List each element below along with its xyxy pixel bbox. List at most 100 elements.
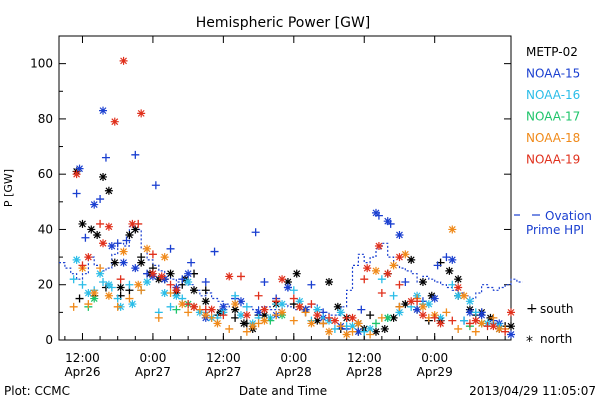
metp-02-north-point bbox=[333, 302, 342, 311]
noaa-15-south-point bbox=[81, 233, 90, 242]
noaa-16-north-point bbox=[72, 255, 81, 264]
noaa-18-north-point bbox=[448, 225, 457, 234]
noaa-19-north-point bbox=[190, 302, 199, 311]
metp-02-south-point bbox=[366, 311, 375, 320]
noaa-18-north-point bbox=[495, 324, 504, 333]
noaa-16-north-point bbox=[366, 324, 375, 333]
footer-timestamp: 2013/04/29 11:05:07 bbox=[469, 384, 596, 398]
noaa-15-south-point bbox=[166, 244, 175, 253]
noaa-15-north-point bbox=[448, 255, 457, 264]
noaa-19-north-point bbox=[137, 109, 146, 118]
noaa-18-north-point bbox=[278, 308, 287, 317]
noaa-19-north-point bbox=[110, 117, 119, 126]
noaa-19-north-point bbox=[407, 297, 416, 306]
footer-plot-source: Plot: CCMC bbox=[4, 384, 70, 398]
noaa-15-south-point bbox=[101, 153, 110, 162]
noaa-19-north-point bbox=[104, 222, 113, 231]
metp-02-north-point bbox=[87, 225, 96, 234]
noaa-19-north-point bbox=[348, 313, 357, 322]
metp-02-north-point bbox=[445, 266, 454, 275]
x-tick-label-time: 0:00 bbox=[421, 351, 448, 365]
metp-02-north-point bbox=[78, 219, 87, 228]
noaa-19-north-point bbox=[454, 283, 463, 292]
metp-02-south-point bbox=[201, 286, 210, 295]
noaa-19-north-point bbox=[225, 272, 234, 281]
noaa-19-south-point bbox=[219, 311, 228, 320]
noaa-18-north-point bbox=[213, 319, 222, 328]
noaa-16-north-point bbox=[160, 289, 169, 298]
noaa-19-south-point bbox=[272, 297, 281, 306]
noaa-19-south-point bbox=[166, 280, 175, 289]
noaa-18-south-point bbox=[336, 322, 345, 331]
x-tick-label-time: 0:00 bbox=[139, 351, 166, 365]
noaa-16-north-point bbox=[395, 308, 404, 317]
noaa-19-north-point bbox=[148, 269, 157, 278]
legend-entry-metp-02: METP-02 bbox=[526, 45, 578, 59]
noaa-16-north-point bbox=[143, 277, 152, 286]
noaa-16-north-point bbox=[184, 277, 193, 286]
x-tick-label-date: Apr29 bbox=[417, 365, 453, 379]
noaa-16-south-point bbox=[125, 280, 134, 289]
noaa-18-north-point bbox=[143, 244, 152, 253]
noaa-19-north-point bbox=[172, 286, 181, 295]
noaa-18-north-point bbox=[90, 289, 99, 298]
legend-ovation-label-2: Prime HPI bbox=[526, 223, 584, 237]
metp-02-north-point bbox=[104, 186, 113, 195]
noaa-15-south-point bbox=[307, 280, 316, 289]
noaa-16-north-point bbox=[436, 313, 445, 322]
noaa-18-south-point bbox=[489, 313, 498, 322]
noaa-19-north-point bbox=[436, 319, 445, 328]
noaa-15-north-point bbox=[413, 305, 422, 314]
metp-02-north-point bbox=[166, 269, 175, 278]
noaa-18-south-point bbox=[454, 324, 463, 333]
noaa-15-north-point bbox=[383, 217, 392, 226]
noaa-19-north-point bbox=[418, 311, 427, 320]
y-tick-label: 0 bbox=[45, 333, 53, 347]
noaa-18-south-point bbox=[301, 308, 310, 317]
metp-02-north-point bbox=[93, 230, 102, 239]
x-tick-label-time: 0:00 bbox=[280, 351, 307, 365]
noaa-19-south-point bbox=[360, 275, 369, 284]
y-axis-ticks: 0 20 40 60 80 100 bbox=[30, 57, 511, 347]
metp-02-north-point bbox=[137, 258, 146, 267]
noaa-15-south-point bbox=[187, 258, 196, 267]
noaa-18-south-point bbox=[96, 264, 105, 273]
noaa-18-north-point bbox=[160, 253, 169, 262]
legend-ovation-label: Ovation bbox=[545, 209, 592, 223]
noaa-16-south-point bbox=[69, 275, 78, 284]
noaa-18-north-point bbox=[307, 319, 316, 328]
noaa-15-north-point bbox=[236, 297, 245, 306]
noaa-19-north-point bbox=[395, 253, 404, 262]
metp-02-north-point bbox=[292, 269, 301, 278]
noaa-19-south-point bbox=[96, 219, 105, 228]
noaa-15-south-point bbox=[433, 261, 442, 270]
legend-entry-noaa-15: NOAA-15 bbox=[526, 67, 580, 81]
noaa-19-south-point bbox=[236, 272, 245, 281]
noaa-19-north-point bbox=[119, 56, 128, 65]
noaa-18-north-point bbox=[354, 319, 363, 328]
noaa-19-north-point bbox=[330, 316, 339, 325]
x-tick-label-date: Apr28 bbox=[276, 365, 312, 379]
noaa-15-south-point bbox=[151, 181, 160, 190]
noaa-18-north-point bbox=[260, 316, 269, 325]
noaa-19-south-point bbox=[430, 313, 439, 322]
metp-02-north-point bbox=[380, 324, 389, 333]
metp-02-north-point bbox=[260, 311, 269, 320]
legend: METP-02 NOAA-15 NOAA-16 NOAA-17 NOAA-18 NOAA-… bbox=[514, 45, 592, 350]
noaa-17-north-point bbox=[383, 313, 392, 322]
noaa-16-north-point bbox=[295, 297, 304, 306]
noaa-18-south-point bbox=[154, 313, 163, 322]
noaa-19-north-point bbox=[278, 275, 287, 284]
noaa-19-north-point bbox=[260, 305, 269, 314]
noaa-18-north-point bbox=[371, 266, 380, 275]
metp-02-north-point bbox=[401, 300, 410, 309]
legend-entry-noaa-18: NOAA-18 bbox=[526, 131, 580, 145]
metp-02-north-point bbox=[418, 277, 427, 286]
noaa-19-north-point bbox=[207, 305, 216, 314]
noaa-16-north-point bbox=[104, 280, 113, 289]
legend-entry-noaa-16: NOAA-16 bbox=[526, 88, 580, 102]
noaa-19-south-point bbox=[289, 294, 298, 303]
noaa-16-south-point bbox=[460, 316, 469, 325]
noaa-16-north-point bbox=[465, 297, 474, 306]
noaa-18-south-point bbox=[319, 319, 328, 328]
